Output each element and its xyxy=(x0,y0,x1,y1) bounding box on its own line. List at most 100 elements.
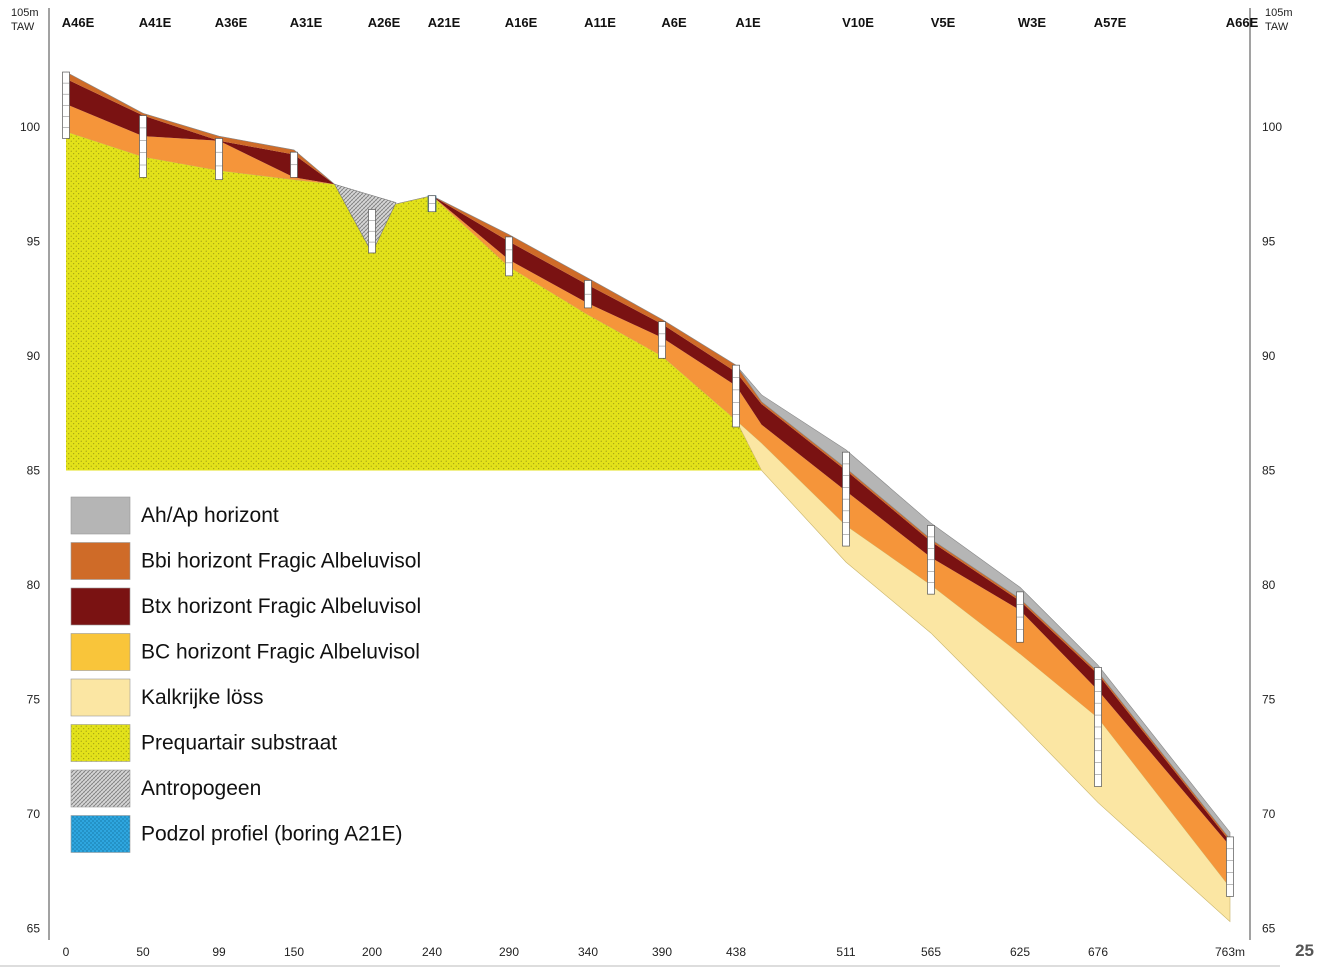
y-tick-label-right: 75 xyxy=(1262,693,1276,707)
y-tick-label-left: 75 xyxy=(27,693,41,707)
boring-labels: A46E A41E A36E A31E A26E A21E A16E A11E A6E A1E V1… xyxy=(62,15,1259,30)
page-number: 25 xyxy=(1295,941,1314,960)
y-tick-label-right: 95 xyxy=(1262,235,1276,249)
boring-column xyxy=(658,321,666,359)
boring-label: A11E xyxy=(584,15,616,30)
legend-swatch xyxy=(70,769,131,808)
boring-label: W3E xyxy=(1018,15,1047,30)
x-tick-label: 565 xyxy=(921,945,941,959)
legend-label: Bbi horizont Fragic Albeluvisol xyxy=(141,550,421,573)
y-tick-label-left: 85 xyxy=(27,464,41,478)
x-tick-label: 625 xyxy=(1010,945,1030,959)
boring-column xyxy=(290,151,298,178)
boring-label: V10E xyxy=(842,15,874,30)
y-tick-label-right: 80 xyxy=(1262,578,1276,592)
right-axis-datum: TAW xyxy=(1265,21,1289,33)
boring-column xyxy=(505,236,513,277)
y-tick-label-right: 85 xyxy=(1262,464,1276,478)
x-tick-label: 763m xyxy=(1215,945,1245,959)
y-tick-label-right: 90 xyxy=(1262,349,1276,363)
boring-column xyxy=(842,451,850,547)
legend-label: Ah/Ap horizont xyxy=(141,504,279,527)
legend-swatch xyxy=(70,542,131,580)
boring-columns xyxy=(62,71,1234,897)
boring-column xyxy=(215,138,223,181)
substrate-layer xyxy=(66,131,762,471)
x-tick-label: 340 xyxy=(578,945,598,959)
left-axis-datum: TAW xyxy=(11,21,35,33)
legend-label: Podzol profiel (boring A21E) xyxy=(141,823,403,846)
ah-layer xyxy=(65,71,1231,841)
boring-label: A66E xyxy=(1226,15,1259,30)
legend-swatch xyxy=(70,587,131,626)
boring-label: V5E xyxy=(931,15,956,30)
left-axis-unit: 105m xyxy=(11,7,39,19)
legend-label: Prequartair substraat xyxy=(141,732,337,755)
legend-item: Podzol profiel (boring A21E) xyxy=(70,815,403,853)
boring-column xyxy=(1094,667,1102,787)
y-tick-label-left: 65 xyxy=(27,922,41,936)
legend-item: Kalkrijke löss xyxy=(70,678,264,717)
x-tick-label: 150 xyxy=(284,945,304,959)
x-tick-label: 99 xyxy=(212,945,226,959)
boring-column xyxy=(584,280,592,309)
boring-label: A36E xyxy=(215,15,248,30)
legend-label: Btx horizont Fragic Albeluvisol xyxy=(141,595,421,618)
boring-column xyxy=(62,71,70,139)
x-tick-label: 390 xyxy=(652,945,672,959)
y-tick-label-left: 90 xyxy=(27,349,41,363)
soil-layers xyxy=(65,71,1231,923)
boring-label: A21E xyxy=(428,15,461,30)
x-tick-label: 50 xyxy=(136,945,150,959)
legend-swatch xyxy=(70,633,131,671)
x-tick-label: 200 xyxy=(362,945,382,959)
legend-swatch xyxy=(70,724,131,762)
x-tick-label: 511 xyxy=(836,945,855,959)
boring-column xyxy=(368,209,376,254)
legend-item: BC horizont Fragic Albeluvisol xyxy=(70,633,420,671)
boring-column xyxy=(927,525,935,595)
boring-column xyxy=(428,195,436,213)
legend-swatch xyxy=(70,815,131,853)
distance-ticks: 0 50 99 150 200 240 290 340 390 438 511 565 625 676 76… xyxy=(63,945,1245,959)
legend-label: Antropogeen xyxy=(141,777,261,800)
x-tick-label: 290 xyxy=(499,945,519,959)
boring-label: A31E xyxy=(290,15,323,30)
boring-label: A6E xyxy=(661,15,687,30)
y-tick-label-left: 70 xyxy=(27,807,41,821)
elevation-ticks: 100 100 95 95 90 90 85 85 80 80 75 75 70 70 65 65 xyxy=(20,120,1282,936)
boring-label: A41E xyxy=(139,15,172,30)
legend-item: Bbi horizont Fragic Albeluvisol xyxy=(70,542,421,580)
x-tick-label: 676 xyxy=(1088,945,1108,959)
legend-swatch xyxy=(70,678,131,717)
antropogeen-fill xyxy=(333,183,397,254)
y-tick-label-right: 65 xyxy=(1262,922,1276,936)
boring-column xyxy=(1226,836,1234,897)
boring-label: A57E xyxy=(1094,15,1127,30)
x-tick-label: 240 xyxy=(422,945,442,959)
y-tick-label-left: 95 xyxy=(27,235,41,249)
x-tick-label: 0 xyxy=(63,945,70,959)
boring-column xyxy=(139,115,147,178)
legend-item: Antropogeen xyxy=(70,769,261,808)
legend-swatch xyxy=(70,496,131,535)
legend-item: Ah/Ap horizont xyxy=(70,496,279,535)
right-axis-unit: 105m xyxy=(1265,7,1293,19)
y-tick-label-left: 80 xyxy=(27,578,41,592)
legend-item: Btx horizont Fragic Albeluvisol xyxy=(70,587,421,626)
legend-label: Kalkrijke löss xyxy=(141,686,264,709)
boring-label: A46E xyxy=(62,15,95,30)
boring-label: A16E xyxy=(505,15,538,30)
y-tick-label-right: 70 xyxy=(1262,807,1276,821)
boring-column xyxy=(732,364,740,428)
y-tick-label-left: 100 xyxy=(20,120,40,134)
y-tick-label-right: 100 xyxy=(1262,120,1282,134)
x-tick-label: 438 xyxy=(726,945,746,959)
boring-label: A1E xyxy=(735,15,761,30)
legend: Ah/Ap horizont Bbi horizont Fragic Albelu… xyxy=(70,496,421,853)
boring-column xyxy=(1016,591,1024,643)
legend-item: Prequartair substraat xyxy=(70,724,337,762)
legend-label: BC horizont Fragic Albeluvisol xyxy=(141,641,420,664)
boring-label: A26E xyxy=(368,15,401,30)
